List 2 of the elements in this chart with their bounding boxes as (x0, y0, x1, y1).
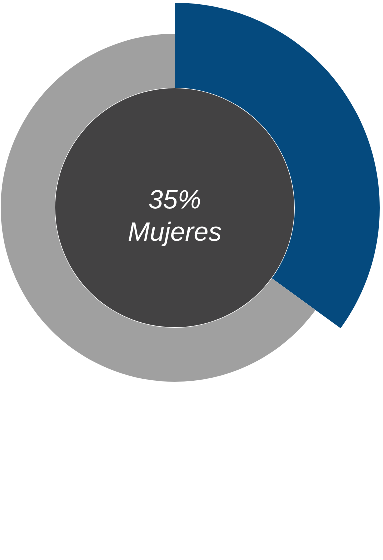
slice-label: Mujeres (128, 222, 222, 246)
data-label: 35% (149, 190, 200, 209)
